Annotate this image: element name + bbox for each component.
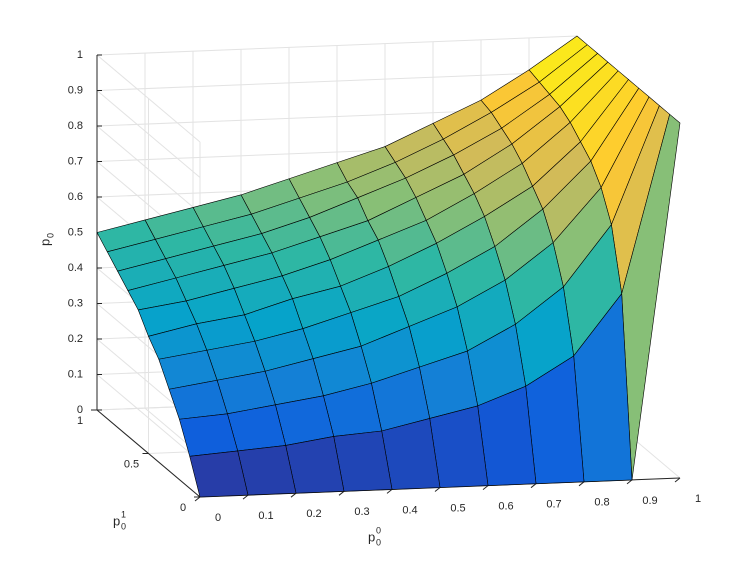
- x-tick: [338, 490, 345, 496]
- x-tick-label: 0.2: [306, 508, 321, 520]
- z-axis-label: p0: [37, 233, 55, 246]
- grid-line: [96, 54, 201, 143]
- surface-patch: [179, 413, 238, 457]
- x-tick: [386, 489, 393, 494]
- y-axis-label: p 0 1: [113, 509, 126, 531]
- y-axis-label-base: p: [113, 513, 120, 528]
- x-tick-label: 0.1: [258, 510, 273, 522]
- x-axis-label-base: p: [368, 529, 375, 544]
- z-tick-label: 0.2: [68, 333, 83, 345]
- z-tick-label: 1: [77, 49, 83, 61]
- x-tick: [434, 487, 441, 492]
- x-tick-label: 0.8: [594, 497, 609, 509]
- z-tick-label: 0.6: [68, 191, 83, 203]
- x-axis-label-sup: 0: [376, 525, 381, 535]
- x-tick-label: 0.9: [642, 495, 657, 507]
- x-axis-label-sub: 0: [376, 537, 381, 547]
- x-axis-label: p 0 0: [368, 525, 381, 547]
- y-tick-label: 0.5: [124, 458, 139, 470]
- x-tick: [674, 477, 681, 483]
- y-tick-label: 1: [77, 415, 83, 427]
- z-tick-label: 0.3: [68, 297, 83, 309]
- z-tick-label: 0.4: [68, 262, 83, 274]
- x-tick: [482, 485, 489, 490]
- x-tick: [290, 492, 297, 498]
- z-tick-label: 0.7: [68, 155, 83, 167]
- surface-patch: [189, 450, 249, 498]
- surface-patch: [381, 418, 441, 490]
- x-tick: [578, 481, 585, 487]
- z-tick-label: 0.5: [68, 226, 83, 238]
- x-tick: [194, 496, 201, 502]
- x-tick-label: 0.3: [354, 506, 369, 518]
- grid-line: [96, 90, 201, 178]
- x-tick: [626, 479, 633, 485]
- z-axis-label-sub: 0: [45, 233, 55, 238]
- x-tick-label: 0.4: [402, 504, 417, 516]
- grid-line: [96, 71, 578, 91]
- x-tick-label: 0.5: [450, 502, 465, 514]
- y-axis-label-sup: 1: [121, 509, 126, 519]
- grid-line: [96, 125, 201, 214]
- labels: 0 0.1 0.2 0.3 0.4 0.5 0.6 0.7 0.8 0.9 100.5100.10.…: [37, 49, 701, 547]
- y-axis-label-sub: 0: [121, 521, 126, 531]
- x-tick-label: 1: [695, 493, 701, 505]
- x-tick-label: 0: [215, 512, 221, 524]
- z-tick-label: 0.8: [68, 120, 83, 132]
- x-tick: [242, 494, 249, 500]
- grid-line: [96, 374, 201, 462]
- z-axis-label-base: p: [37, 239, 52, 246]
- z-tick-label: 0: [77, 404, 83, 416]
- z-tick-label: 0.9: [68, 84, 83, 96]
- surface: [96, 35, 681, 498]
- grid-line: [96, 35, 578, 56]
- z-tick-label: 0.1: [68, 368, 83, 380]
- x-tick-label: 0.7: [546, 499, 561, 511]
- x-tick-label: 0.6: [498, 501, 513, 513]
- x-tick: [530, 483, 537, 489]
- y-tick-label: 0: [180, 502, 186, 514]
